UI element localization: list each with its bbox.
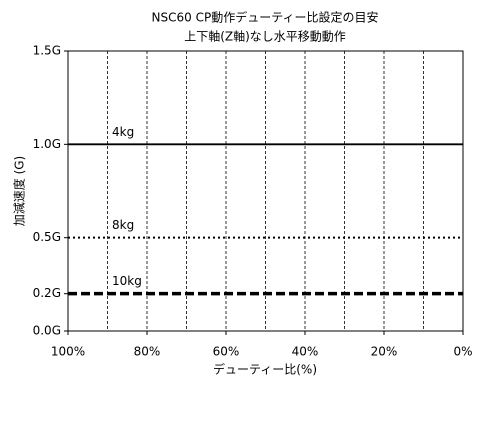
x-tick-label: 80% <box>134 345 161 359</box>
chart-title: NSC60 CP動作デューティー比設定の目安 <box>152 10 379 25</box>
y-axis-label: 加減速度 (G) <box>12 156 27 226</box>
y-tick-label: 1.0G <box>33 137 61 151</box>
y-tick-label: 0.5G <box>33 230 61 244</box>
y-tick-label: 1.5G <box>33 44 61 58</box>
x-tick-label: 60% <box>213 345 240 359</box>
x-tick-label: 40% <box>292 345 319 359</box>
y-tick-label: 0.2G <box>33 286 61 300</box>
series-label: 10kg <box>112 274 142 288</box>
x-tick-label: 20% <box>371 345 398 359</box>
y-tick-label: 0.0G <box>33 324 61 338</box>
x-tick-label: 0% <box>453 345 472 359</box>
x-tick-label: 100% <box>51 345 85 359</box>
x-axis-label: デューティー比(%) <box>213 362 317 377</box>
chart-subtitle: 上下軸(Z軸)なし水平移動動作 <box>184 30 346 44</box>
series-label: 4kg <box>112 125 134 139</box>
series-label: 8kg <box>112 218 134 232</box>
